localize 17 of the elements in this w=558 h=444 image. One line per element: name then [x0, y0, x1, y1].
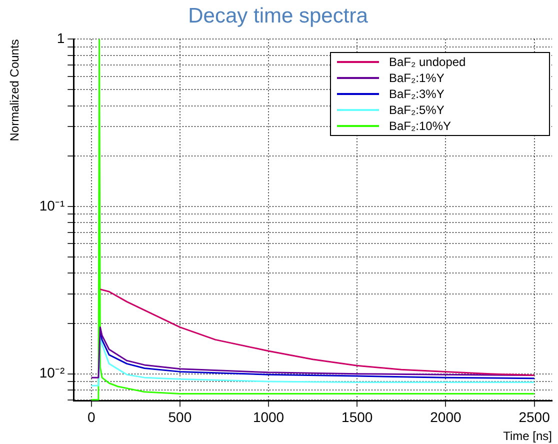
x-tick-label: 1500	[342, 409, 373, 426]
x-tick-label: 2000	[430, 409, 462, 426]
y-tick-label: 10⁻¹	[39, 197, 65, 214]
legend-label: BaF₂:5%Y	[389, 102, 444, 118]
x-tick-label: 0	[87, 409, 96, 426]
x-axis-title: Time [ns]	[503, 429, 552, 444]
x-tick-label: 500	[168, 409, 192, 426]
y-axis-title: Normalized Counts	[8, 39, 22, 142]
y-tick-label: 1	[56, 30, 65, 46]
legend-label: BaF₂:10%Y	[389, 118, 452, 134]
x-tick-label: 1000	[252, 409, 284, 426]
x-tick-label: 2500	[518, 409, 550, 426]
legend-label: BaF₂:1%Y	[389, 70, 444, 86]
y-tick-label: 10⁻²	[39, 364, 65, 381]
legend-label: BaF₂:3%Y	[389, 86, 444, 102]
chart-title: Decay time spectra	[188, 4, 368, 28]
legend-label: BaF₂ undoped	[389, 54, 466, 70]
